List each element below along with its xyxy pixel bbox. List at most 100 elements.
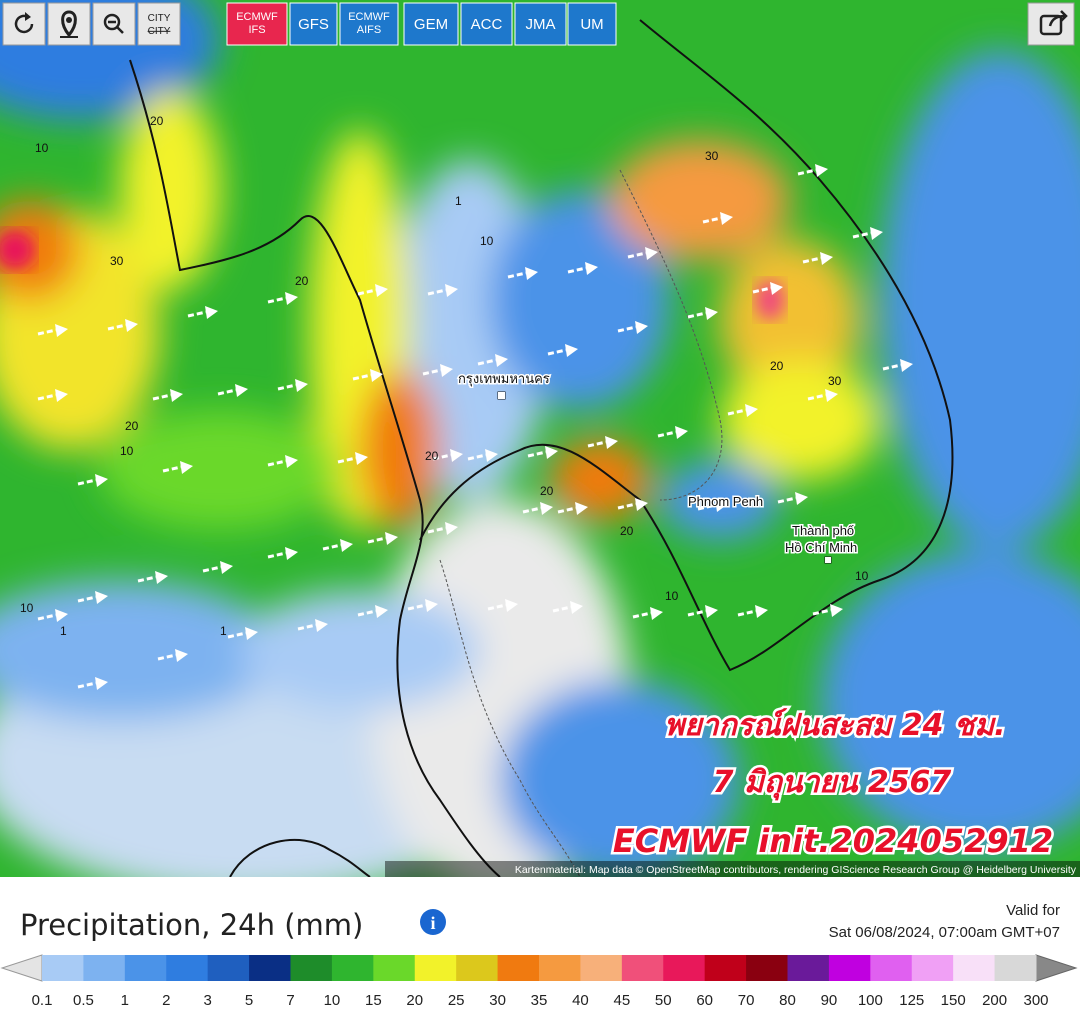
- wind-arrow: [737, 609, 757, 617]
- overlay-line: ECMWF init.2024052912: [613, 822, 1053, 860]
- model-label: ACC: [471, 16, 503, 33]
- wind-arrow: [617, 325, 637, 333]
- wind-arrow-head: [705, 605, 718, 618]
- wind-arrow: [687, 609, 707, 617]
- wind-arrow: [297, 623, 317, 631]
- valid-label: Valid for: [1006, 902, 1060, 919]
- reload-button[interactable]: [2, 2, 46, 46]
- wind-arrow: [77, 681, 97, 689]
- wind-arrow-head: [95, 677, 108, 690]
- wind-arrow-head: [95, 474, 108, 487]
- wind-arrow: [752, 286, 772, 294]
- wind-arrow-head: [55, 609, 68, 622]
- wind-arrow-head: [440, 364, 453, 377]
- location-button[interactable]: [47, 2, 91, 46]
- borders: [439, 169, 723, 877]
- scale-swatch: [331, 955, 374, 981]
- wind-arrow: [567, 266, 587, 274]
- contour-label: 1: [455, 194, 462, 208]
- scale-label: 100: [858, 992, 883, 1009]
- wind-arrow-head: [205, 306, 218, 319]
- scale-label: 150: [941, 992, 966, 1009]
- scale-label: 5: [245, 992, 253, 1009]
- place-labels: กรุงเทพมหานคร Phnom Penh Thành phố Hồ Ch…: [457, 370, 859, 564]
- contour-label: 20: [425, 449, 439, 463]
- contour-label: 10: [20, 601, 34, 615]
- wind-arrow: [687, 311, 707, 319]
- wind-arrow: [157, 653, 177, 661]
- model-label: ECMWF: [348, 11, 390, 23]
- model-label: AIFS: [357, 24, 381, 36]
- place-label: Hồ Chí Minh: [785, 540, 857, 555]
- contour-label: 20: [150, 114, 164, 128]
- scale-swatch: [580, 955, 623, 981]
- wind-arrow: [357, 288, 377, 296]
- wind-arrow: [367, 536, 387, 544]
- wind-arrow-head: [570, 601, 583, 614]
- wind-arrow-head: [445, 284, 458, 297]
- info-icon[interactable]: i: [420, 909, 446, 935]
- wind-arrow: [322, 543, 342, 551]
- wind-arrow-head: [55, 324, 68, 337]
- wind-arrow-head: [285, 455, 298, 468]
- scale-under-arrow: [0, 954, 43, 982]
- wind-arrow-head: [745, 404, 758, 417]
- wind-arrow-head: [375, 284, 388, 297]
- wind-arrow-head: [545, 446, 558, 459]
- share-button[interactable]: [1027, 2, 1075, 46]
- wind-arrow: [477, 358, 497, 366]
- model-button[interactable]: GEM: [403, 2, 459, 46]
- wind-arrow-head: [645, 247, 658, 260]
- wind-arrow: [587, 440, 607, 448]
- wind-arrow: [217, 388, 237, 396]
- wind-arrow: [352, 373, 372, 381]
- model-button[interactable]: UM: [567, 2, 617, 46]
- wind-arrow-head: [650, 607, 663, 620]
- scale-label: 200: [982, 992, 1007, 1009]
- wind-arrow-head: [565, 344, 578, 357]
- wind-arrow: [852, 231, 872, 239]
- wind-arrow: [777, 496, 797, 504]
- wind-arrow: [432, 453, 452, 461]
- wind-arrow-head: [95, 591, 108, 604]
- city-toggle[interactable]: CITY CITY: [137, 2, 181, 46]
- wind-arrow-head: [505, 599, 518, 612]
- wind-arrow: [552, 605, 572, 613]
- model-button[interactable]: JMA: [514, 2, 567, 46]
- model-button[interactable]: ACC: [460, 2, 513, 46]
- wind-arrow: [357, 609, 377, 617]
- legend: Precipitation, 24h (mm) i Valid for Sat …: [0, 902, 1078, 1009]
- contour-label: 10: [35, 141, 49, 155]
- model-button-bg: [460, 2, 513, 46]
- model-button[interactable]: GFS: [289, 2, 338, 46]
- scale-label: 3: [203, 992, 211, 1009]
- wind-arrow: [812, 608, 832, 616]
- model-button-bg: [567, 2, 617, 46]
- zoom-out-button[interactable]: [92, 2, 136, 46]
- wind-arrow-head: [175, 649, 188, 662]
- model-label: UM: [580, 16, 603, 33]
- model-label: GFS: [298, 16, 329, 33]
- wind-arrow-head: [525, 267, 538, 280]
- wind-arrow-head: [715, 499, 728, 512]
- contour-label: 20: [125, 419, 139, 433]
- wind-arrow: [267, 459, 287, 467]
- scale-swatch: [621, 955, 664, 981]
- wind-arrow: [467, 453, 487, 461]
- contour-label: 20: [295, 274, 309, 288]
- wind-arrow: [802, 256, 822, 264]
- place-marker: [497, 391, 506, 400]
- wind-arrow-head: [315, 619, 328, 632]
- wind-arrow-head: [125, 319, 138, 332]
- contour-label: 30: [705, 149, 719, 163]
- wind-arrow: [882, 363, 902, 371]
- scale-over-arrow: [1035, 954, 1078, 982]
- wind-arrow-head: [635, 321, 648, 334]
- scale-label: 80: [779, 992, 796, 1009]
- wind-arrow: [162, 465, 182, 473]
- overlay-line: พยากรณ์ฝนสะสม 24 ชม.: [664, 708, 1005, 743]
